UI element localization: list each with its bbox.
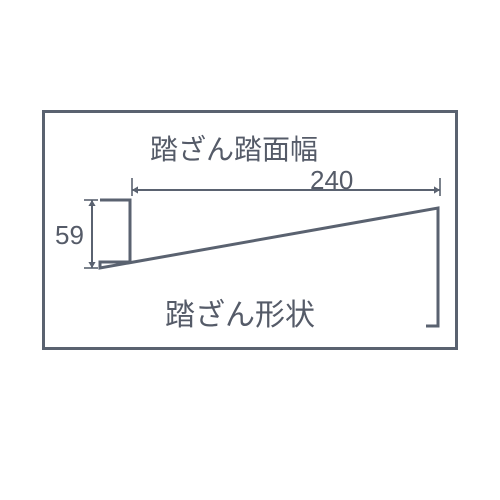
height-dimension-value: 59 [55, 220, 84, 251]
title-label: 踏ざん踏面幅 [150, 128, 318, 168]
shape-label: 踏ざん形状 [165, 290, 315, 334]
diagram-stage: 踏ざん踏面幅 240 59 踏ざん形状 [0, 0, 500, 500]
width-dimension-value: 240 [310, 165, 353, 196]
